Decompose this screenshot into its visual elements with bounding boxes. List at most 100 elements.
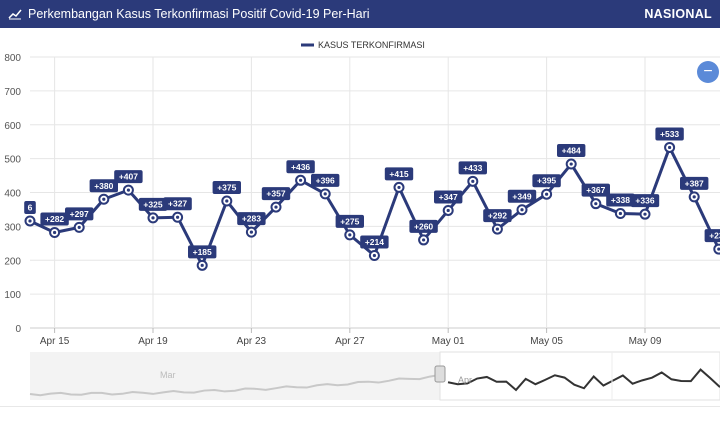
data-label: +375 xyxy=(217,182,236,192)
data-label: +338 xyxy=(611,195,630,205)
legend-label[interactable]: KASUS TERKONFIRMASI xyxy=(318,40,425,50)
data-label: +367 xyxy=(586,185,605,195)
data-label: +292 xyxy=(488,211,507,221)
data-label-box xyxy=(24,200,36,214)
x-tick-label: Apr 27 xyxy=(335,336,365,347)
data-label-box xyxy=(458,161,487,175)
data-label-box xyxy=(507,189,537,203)
data-label-box xyxy=(532,174,561,188)
virus-icon xyxy=(53,230,57,235)
data-label: +336 xyxy=(635,196,654,206)
y-tick-label: 0 xyxy=(15,324,21,335)
x-tick-label: Apr 19 xyxy=(138,336,168,347)
navigator-selected-line xyxy=(447,368,720,392)
data-label-box xyxy=(409,219,438,233)
virus-icon xyxy=(77,225,81,229)
chart-header: Perkembangan Kasus Terkonfirmasi Positif… xyxy=(0,0,720,28)
data-label: +282 xyxy=(45,214,64,224)
data-label: +357 xyxy=(266,189,285,199)
cases-line-chart: 0 100 200 300 400 500 600 700 800 Apr 15 Apr 19 Apr… xyxy=(4,40,720,401)
data-label-box xyxy=(237,212,266,226)
footer-divider xyxy=(0,406,720,407)
data-label: 6 xyxy=(28,202,33,212)
y-tick-label: 300 xyxy=(4,222,21,233)
data-label-box xyxy=(704,229,720,243)
data-label-box xyxy=(581,183,610,197)
data-label-box xyxy=(680,176,709,190)
data-label: +297 xyxy=(70,209,89,219)
data-label-box xyxy=(630,194,660,208)
data-label: +347 xyxy=(439,192,458,202)
virus-icon xyxy=(422,238,426,242)
x-tick-label: May 01 xyxy=(432,336,465,347)
data-label: +395 xyxy=(537,176,556,186)
virus-icon xyxy=(126,188,130,192)
data-label-box xyxy=(65,207,94,221)
y-tick-label: 400 xyxy=(4,189,21,200)
y-tick-label: 600 xyxy=(4,121,21,132)
y-tick-label: 500 xyxy=(4,155,21,166)
data-label: +214 xyxy=(365,237,384,247)
x-tick-label: May 09 xyxy=(629,336,662,347)
virus-icon xyxy=(372,253,376,258)
data-label: +185 xyxy=(193,247,212,257)
virus-icon xyxy=(225,199,229,203)
data-label: +433 xyxy=(463,163,482,173)
page-title: Perkembangan Kasus Terkonfirmasi Positif… xyxy=(28,7,370,21)
virus-icon xyxy=(643,212,647,216)
virus-icon xyxy=(28,219,32,223)
data-point-marker[interactable] xyxy=(713,243,720,255)
virus-icon xyxy=(200,263,204,267)
y-tick-label: 100 xyxy=(4,290,21,301)
virus-icon xyxy=(594,202,598,206)
x-tick-label: May 05 xyxy=(530,336,563,347)
virus-icon xyxy=(717,247,720,251)
zoom-out-button[interactable]: − xyxy=(697,61,719,83)
x-tick-label: Apr 15 xyxy=(40,336,70,347)
data-label-box xyxy=(655,127,684,141)
data-label-box xyxy=(261,187,291,201)
zoom-out-icon: − xyxy=(703,63,713,80)
virus-icon xyxy=(397,185,401,190)
data-label-box xyxy=(114,170,143,184)
virus-icon xyxy=(569,162,573,166)
data-label: +407 xyxy=(119,172,138,182)
virus-icon xyxy=(618,211,623,216)
navigator-past-line xyxy=(29,373,441,397)
data-label-box xyxy=(335,214,364,228)
data-label-box xyxy=(286,160,315,174)
region-label[interactable]: NASIONAL xyxy=(644,7,712,21)
y-tick-label: 700 xyxy=(4,87,21,98)
data-label: +233 xyxy=(709,231,720,241)
data-label: +387 xyxy=(685,178,704,188)
virus-icon xyxy=(274,205,278,209)
header-title-group: Perkembangan Kasus Terkonfirmasi Positif… xyxy=(8,7,370,21)
virus-icon xyxy=(668,145,672,150)
data-label-box xyxy=(384,167,414,181)
y-tick-label: 200 xyxy=(4,256,21,267)
virus-icon xyxy=(495,227,499,231)
data-label-box xyxy=(89,179,118,193)
navigator-selection[interactable] xyxy=(439,351,720,401)
virus-icon xyxy=(471,179,475,183)
data-label-box xyxy=(188,245,217,259)
trend-line-icon xyxy=(8,9,22,20)
data-label: +533 xyxy=(660,129,679,139)
data-label-box xyxy=(311,173,340,187)
data-label-box xyxy=(40,212,69,226)
data-label: +415 xyxy=(389,169,408,179)
x-tick-label: Apr 23 xyxy=(237,336,267,347)
data-label-box xyxy=(212,180,241,194)
data-label: +275 xyxy=(340,216,359,226)
virus-icon xyxy=(299,178,303,182)
data-label: +325 xyxy=(143,199,162,209)
virus-icon xyxy=(348,233,352,237)
data-label: +327 xyxy=(168,199,187,209)
data-label: +380 xyxy=(94,181,113,191)
data-label: +349 xyxy=(512,191,531,201)
navigator-label-apr: Apr xyxy=(458,375,472,385)
virus-icon xyxy=(520,208,524,212)
navigator-handle-left[interactable] xyxy=(434,365,446,383)
data-label-box xyxy=(434,190,463,204)
virus-icon xyxy=(176,215,180,219)
